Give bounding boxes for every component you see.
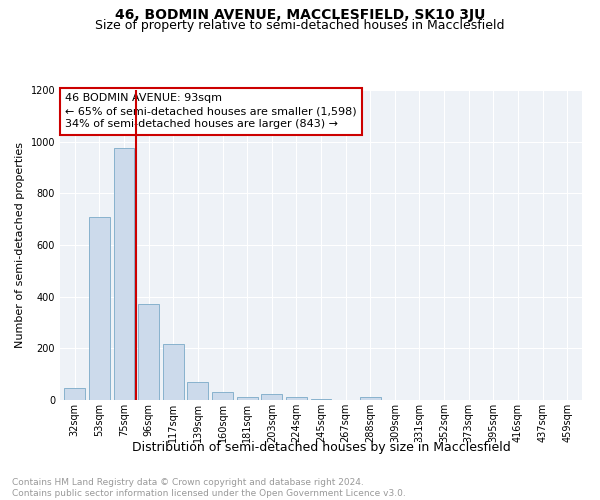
Bar	[360, 397, 381, 400]
Bar	[261, 394, 282, 400]
Text: Contains HM Land Registry data © Crown copyright and database right 2024.
Contai: Contains HM Land Registry data © Crown c…	[12, 478, 406, 498]
Bar	[64, 388, 85, 400]
Bar	[113, 148, 134, 400]
Text: 46, BODMIN AVENUE, MACCLESFIELD, SK10 3JU: 46, BODMIN AVENUE, MACCLESFIELD, SK10 3J…	[115, 8, 485, 22]
Bar	[236, 397, 257, 400]
Bar	[89, 216, 110, 400]
Text: 46 BODMIN AVENUE: 93sqm
← 65% of semi-detached houses are smaller (1,598)
34% of: 46 BODMIN AVENUE: 93sqm ← 65% of semi-de…	[65, 93, 357, 130]
Bar	[286, 397, 307, 400]
Text: Distribution of semi-detached houses by size in Macclesfield: Distribution of semi-detached houses by …	[131, 441, 511, 454]
Y-axis label: Number of semi-detached properties: Number of semi-detached properties	[15, 142, 25, 348]
Text: Size of property relative to semi-detached houses in Macclesfield: Size of property relative to semi-detach…	[95, 18, 505, 32]
Bar	[311, 398, 331, 400]
Bar	[138, 304, 159, 400]
Bar	[187, 382, 208, 400]
Bar	[212, 392, 233, 400]
Bar	[163, 344, 184, 400]
